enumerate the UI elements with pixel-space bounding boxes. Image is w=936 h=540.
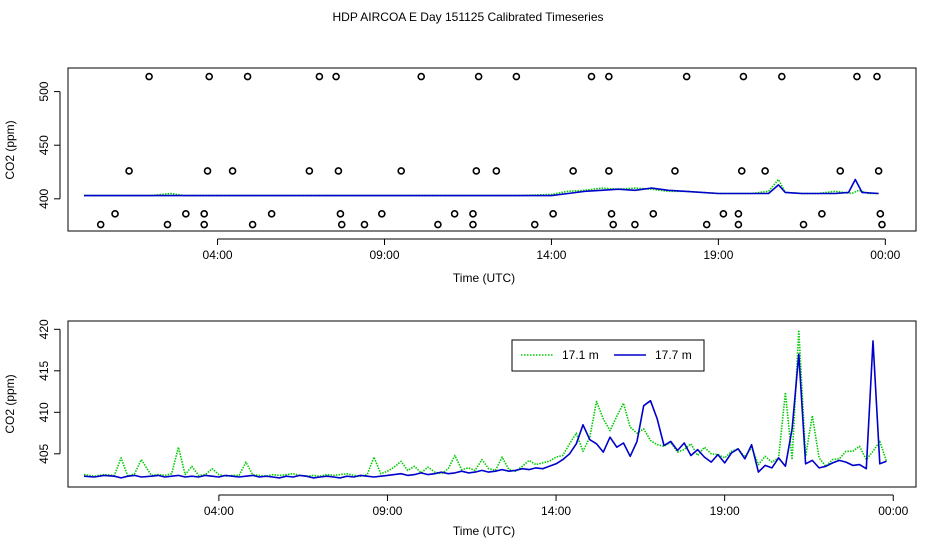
legend: 17.1 m 17.7 m <box>511 339 705 372</box>
calibration-points-layer <box>96 72 886 229</box>
calibration-point <box>315 72 324 81</box>
y-tick-label: 415 <box>37 360 51 380</box>
legend-label-17-1m: 17.1 m <box>562 348 599 362</box>
calibration-point <box>248 220 257 229</box>
x-tick-label: 00:00 <box>870 248 900 262</box>
calibration-point <box>876 210 885 218</box>
x-tick-label: 04:00 <box>203 248 233 262</box>
calibration-point <box>267 210 276 218</box>
calibration-point <box>682 72 691 81</box>
calibration-point <box>836 167 845 175</box>
calibration-point <box>200 210 208 218</box>
calibration-point <box>96 220 105 229</box>
calibration-point <box>874 167 883 175</box>
y-axis-label: CO2 (ppm) <box>3 374 17 433</box>
series-line-17-7-m <box>83 340 887 479</box>
calibration-point <box>605 72 613 81</box>
calibration-point <box>360 220 369 229</box>
calibration-point <box>512 72 521 81</box>
x-tick-label: 14:00 <box>536 248 566 262</box>
legend-box <box>511 339 705 372</box>
legend-label-17-7m: 17.7 m <box>655 348 692 362</box>
y-tick-label: 420 <box>37 319 51 339</box>
calibration-point <box>163 220 172 229</box>
calibration-point <box>243 72 252 81</box>
y-tick-label: 450 <box>37 135 51 155</box>
axes: 04:00 09:00 14:00 19:00 00:00 400 450 500 <box>37 81 901 262</box>
x-tick-label: 00:00 <box>878 504 908 518</box>
y-tick-label: 500 <box>37 81 51 101</box>
x-tick-label: 19:00 <box>710 504 740 518</box>
y-tick-label: 400 <box>37 188 51 208</box>
calibration-point <box>450 210 459 218</box>
calibration-point <box>702 220 711 229</box>
calibration-point <box>734 220 743 229</box>
calibration-point <box>873 72 881 81</box>
calibration-point <box>605 167 613 175</box>
x-tick-label: 04:00 <box>204 504 234 518</box>
y-axis-label: CO2 (ppm) <box>3 120 17 179</box>
calibration-point <box>111 210 119 218</box>
calibration-point <box>469 220 477 229</box>
calibration-point <box>492 167 501 175</box>
calibration-point <box>397 167 405 175</box>
calibration-point <box>719 210 728 218</box>
calibration-point <box>305 167 314 175</box>
figure-title: HDP AIRCOA E Day 151125 Calibrated Times… <box>332 10 604 24</box>
calibration-point <box>799 220 808 229</box>
y-tick-label: 405 <box>37 443 51 463</box>
x-axis-label: Time (UTC) <box>453 271 515 285</box>
calibration-point <box>417 72 426 81</box>
calibration-point <box>609 220 618 229</box>
calibration-point <box>878 220 886 229</box>
calibration-point <box>205 72 214 81</box>
axes: 04:00 09:00 14:00 19:00 00:00 405 410 415 420 <box>37 319 909 518</box>
calibration-point <box>778 72 786 81</box>
chart-top-panel: 04:00 09:00 14:00 19:00 00:00 400 450 500 Time … <box>3 67 917 285</box>
series-line-17-1-m <box>83 329 888 478</box>
calibration-point <box>125 167 133 175</box>
calibration-point <box>474 72 483 81</box>
calibration-point <box>530 220 539 229</box>
calibration-point <box>569 167 577 175</box>
x-tick-label: 09:00 <box>369 248 399 262</box>
x-axis-label: Time (UTC) <box>453 524 515 538</box>
calibration-point <box>434 220 442 229</box>
x-tick-label: 14:00 <box>541 504 571 518</box>
x-tick-label: 19:00 <box>703 248 733 262</box>
calibration-point <box>587 72 596 81</box>
calibration-point <box>607 210 616 218</box>
plot-frame <box>67 320 917 488</box>
calibration-point <box>737 167 746 175</box>
x-tick-label: 09:00 <box>372 504 402 518</box>
series-layer <box>84 178 879 197</box>
calibration-point <box>649 210 658 218</box>
y-tick-label: 410 <box>37 402 51 422</box>
calibration-point <box>469 210 477 218</box>
calibration-point <box>332 72 340 81</box>
calibration-point <box>145 72 153 81</box>
calibration-point <box>182 210 190 218</box>
calibration-point <box>200 220 208 229</box>
calibration-point <box>336 210 345 218</box>
calibration-point <box>472 167 481 175</box>
calibration-point <box>549 210 557 218</box>
calibration-point <box>761 167 769 175</box>
calibration-point <box>337 220 346 229</box>
calibration-point <box>671 167 679 175</box>
calibration-point <box>734 210 743 218</box>
calibration-point <box>631 220 639 229</box>
series-line-17-7-m <box>84 178 879 197</box>
calibration-point <box>334 167 343 175</box>
calibration-point <box>818 210 826 218</box>
calibration-point <box>378 210 386 218</box>
series-layer <box>83 329 888 479</box>
calibration-point <box>739 72 748 81</box>
calibration-point <box>203 167 212 175</box>
calibration-point <box>853 72 861 81</box>
calibration-point <box>228 167 237 175</box>
plot-frame <box>67 67 917 232</box>
